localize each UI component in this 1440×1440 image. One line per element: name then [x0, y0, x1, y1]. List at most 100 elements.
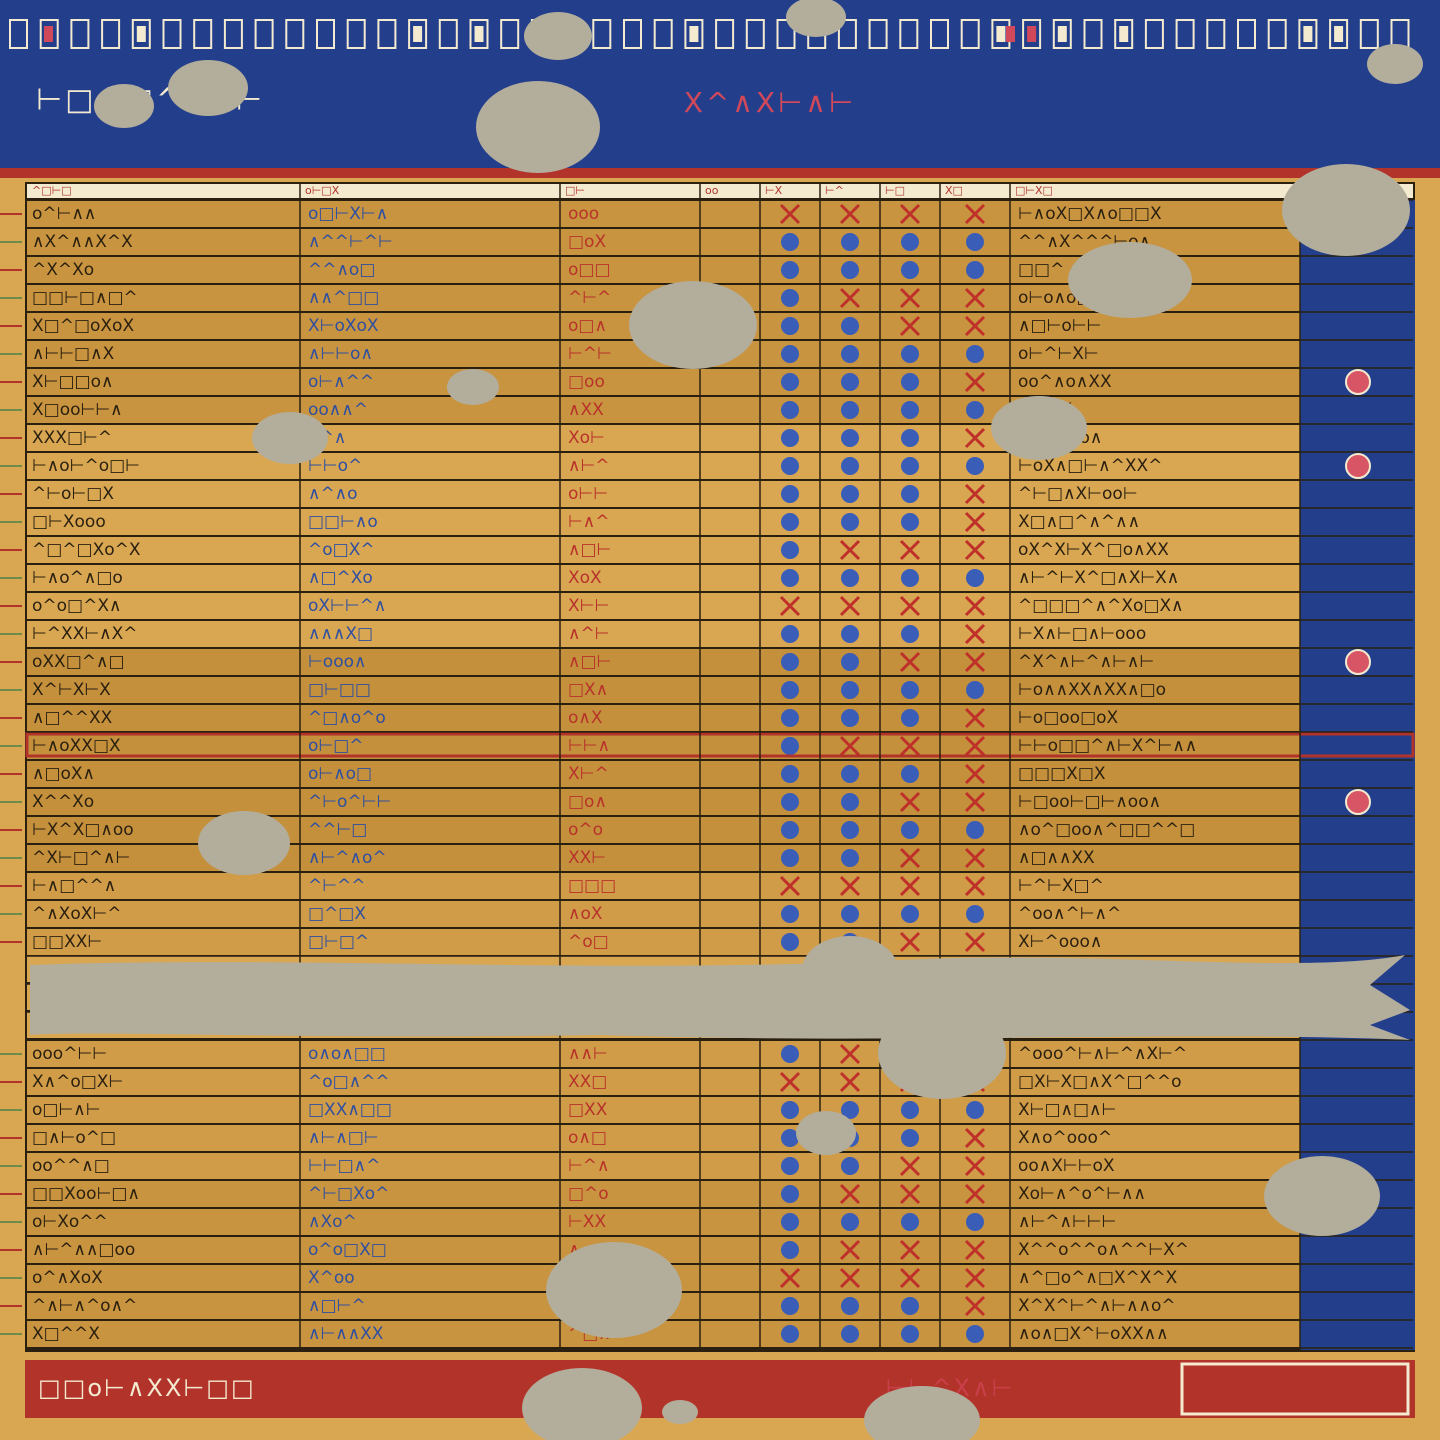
- cell-name: ∧⊢^∧∧□oo: [32, 1240, 135, 1260]
- cell-tag: □oo: [568, 372, 605, 392]
- footer-button[interactable]: [1180, 1362, 1410, 1416]
- cell-code: ∧^^⊢^⊢: [308, 232, 393, 252]
- cell-tag: ⊢^⊢: [568, 344, 612, 364]
- cell-note: ^oo∧^⊢∧^: [1018, 904, 1121, 924]
- status-dot: [841, 317, 859, 335]
- status-dot: [966, 401, 984, 419]
- indicator: [316, 19, 335, 49]
- indicator-fill: [1027, 26, 1037, 42]
- stain: [522, 1368, 642, 1440]
- cell-name: ^∧⊢∧^o∧^: [32, 1296, 137, 1316]
- cell-note: ⊢o∧∧XX∧XX∧□o: [1018, 680, 1166, 700]
- status-dot: [901, 1129, 919, 1147]
- cell-note: oo^∧o∧XX: [1018, 372, 1112, 392]
- cell-code: o□⊢X⊢∧: [308, 204, 388, 224]
- status-dot: [841, 765, 859, 783]
- status-cross: [839, 203, 861, 225]
- indicator: [684, 19, 704, 49]
- status-dot: [781, 905, 799, 923]
- status-cross: [899, 651, 921, 673]
- grid: [27, 184, 1413, 1350]
- status-dot: [841, 345, 859, 363]
- cell-note: ∧□∧∧XX: [1018, 848, 1095, 868]
- stain: [252, 412, 328, 464]
- status-cross: [899, 595, 921, 617]
- status-dot: [781, 1129, 799, 1147]
- status-dot: [781, 261, 799, 279]
- status-dot: [781, 1157, 799, 1175]
- cell-note: X^X^⊢^∧⊢∧∧o^: [1018, 1296, 1176, 1316]
- cell-tag: ⊢∧^: [568, 512, 610, 532]
- cell-name: ∧□^^XX: [32, 708, 113, 728]
- status-cross: [964, 791, 986, 813]
- indicator-fill: [1057, 26, 1067, 42]
- cell-tag: ^o□: [568, 932, 609, 952]
- row: [27, 789, 1300, 815]
- row: [27, 1069, 1300, 1095]
- indicator: [1329, 19, 1349, 49]
- status-cross: [964, 595, 986, 617]
- cell-tag: ∧□⊢: [568, 652, 611, 672]
- indicator-fill: [1334, 26, 1344, 42]
- row: [27, 593, 1300, 619]
- column-header: o⊢□X: [305, 184, 340, 197]
- status-dot: [841, 625, 859, 643]
- cell-code: □□⊢∧o: [308, 512, 378, 532]
- cell-name: □□⊢□∧□^: [32, 288, 138, 308]
- cell-note: ∧o^□oo∧^□□^^□: [1018, 820, 1195, 840]
- indicator-fill: [136, 26, 146, 42]
- cell-code: ^o□∧^^: [308, 1072, 390, 1092]
- cell-tag: ooo: [568, 204, 599, 224]
- cell-note: oX^X⊢X^□o∧XX: [1018, 540, 1169, 560]
- indicator: [1267, 19, 1287, 49]
- cell-code: ^⊢o^⊢⊢: [308, 792, 391, 812]
- cell-note: ⊢o□oo□oX: [1018, 708, 1119, 728]
- cell-note: ∧□⊢o⊢⊢: [1018, 316, 1101, 336]
- status-dot: [841, 373, 859, 391]
- status-cross: [964, 651, 986, 673]
- row: [27, 761, 1300, 787]
- indicator-fill: [413, 26, 423, 42]
- stain: [447, 369, 499, 405]
- status-cross: [964, 623, 986, 645]
- status-cross: [779, 1267, 801, 1289]
- cell-tag: ∧∧⊢: [568, 1044, 608, 1064]
- cell-code: oX⊢⊢^∧: [308, 596, 386, 616]
- status-dot: [841, 569, 859, 587]
- cell-tag: XX⊢: [568, 848, 606, 868]
- status-cross: [964, 483, 986, 505]
- indicator: [1237, 19, 1256, 49]
- status-dot: [781, 373, 799, 391]
- status-dot: [781, 345, 799, 363]
- status-dot: [781, 1101, 799, 1119]
- cell-note: □□□X□X: [1018, 764, 1106, 784]
- status-dot: [841, 1325, 859, 1343]
- status-cross: [839, 539, 861, 561]
- status-cross: [839, 1071, 861, 1093]
- stain: [546, 1242, 682, 1338]
- cell-note: ∧⊢^∧⊢⊢⊢: [1018, 1212, 1116, 1232]
- indicator: [1144, 19, 1164, 49]
- status-dot: [781, 625, 799, 643]
- cell-note: oo∧X⊢⊢oX: [1018, 1156, 1115, 1176]
- cell-tag: o^o: [568, 820, 603, 840]
- status-dot: [966, 1101, 984, 1119]
- status-cross: [839, 287, 861, 309]
- page-subtitle: X^∧X⊢∧⊢: [684, 86, 857, 119]
- cell-note: ∧⊢^⊢X^□∧X⊢X∧: [1018, 568, 1179, 588]
- indicator: [346, 19, 366, 49]
- status-dot: [781, 1297, 799, 1315]
- stain: [796, 1111, 856, 1155]
- status-dot: [841, 1101, 859, 1119]
- pin: [1345, 453, 1371, 479]
- cell-name: oo^^∧□: [32, 1156, 110, 1176]
- status-dot: [901, 1297, 919, 1315]
- status-dot: [781, 709, 799, 727]
- status-dot: [841, 1213, 859, 1231]
- status-cross: [839, 1043, 861, 1065]
- cell-note: X^^o^^o∧^^⊢X^: [1018, 1240, 1189, 1260]
- cell-note: ⊢⊢o□□^∧⊢X^⊢∧∧: [1018, 736, 1197, 756]
- cell-note: ⊢X∧⊢□∧⊢ooo: [1018, 624, 1146, 644]
- status-cross: [964, 539, 986, 561]
